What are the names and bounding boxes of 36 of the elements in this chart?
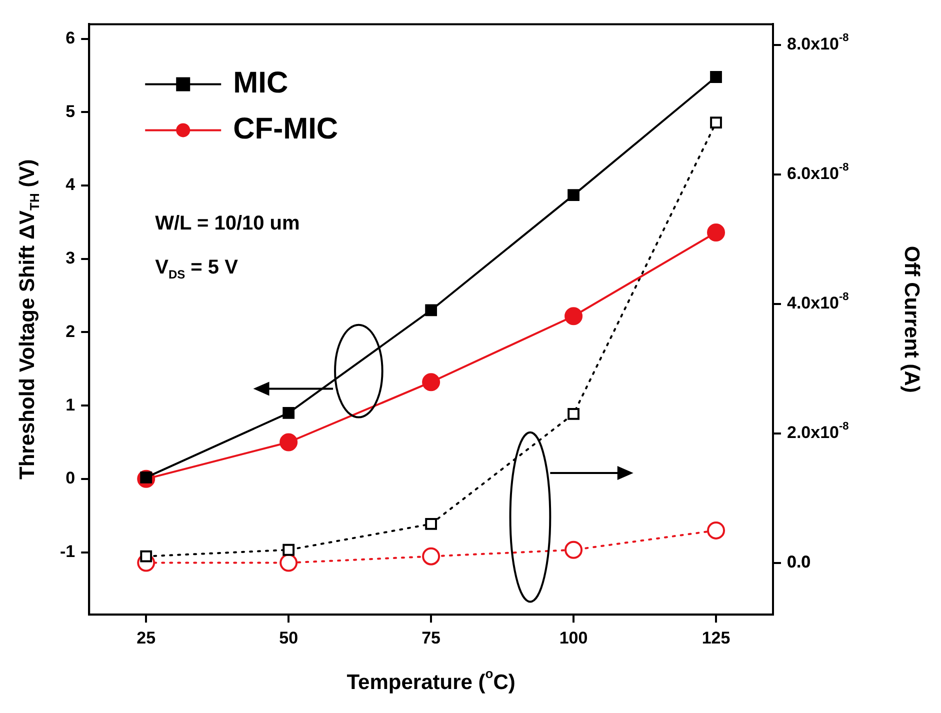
x-tick-label: 25 (136, 628, 156, 648)
y-tick-label: 0 (66, 468, 76, 488)
x-tick-label: 75 (422, 628, 441, 648)
point (280, 554, 298, 572)
legend-label: CF-MIC (233, 112, 338, 146)
point (568, 408, 580, 420)
x-tick-label: 100 (559, 628, 588, 648)
point (422, 547, 440, 566)
point (564, 307, 583, 326)
y-tick-label: 5 (66, 102, 76, 121)
legend-label: MIC (233, 66, 288, 100)
point (710, 116, 722, 129)
point (282, 544, 295, 556)
y-tick-label: 6 (66, 28, 76, 48)
y-tick-label: 1 (66, 395, 76, 414)
point (707, 521, 726, 540)
x-tick-label: 125 (702, 628, 730, 648)
annotation: W/L = 10/10 um (155, 212, 300, 235)
point (564, 540, 583, 559)
y-tick-label: 4 (66, 175, 76, 194)
y-tick-label: 2 (66, 322, 76, 341)
point (425, 518, 438, 530)
y2-tick-label: 0.0 (787, 552, 811, 572)
y-tick-label: -1 (60, 542, 76, 561)
x-tick-label: 50 (279, 628, 298, 648)
point (710, 71, 722, 83)
point (280, 433, 298, 452)
y2-axis-title: Off Current (A) (900, 246, 924, 393)
point (422, 373, 440, 392)
point (425, 304, 438, 316)
y-axis-title: Threshold Voltage Shift ΔVTH (V) (16, 159, 42, 480)
point (140, 550, 152, 562)
point (707, 223, 726, 242)
y-tick-label: 3 (66, 248, 76, 268)
point (282, 406, 295, 419)
point (568, 189, 580, 202)
